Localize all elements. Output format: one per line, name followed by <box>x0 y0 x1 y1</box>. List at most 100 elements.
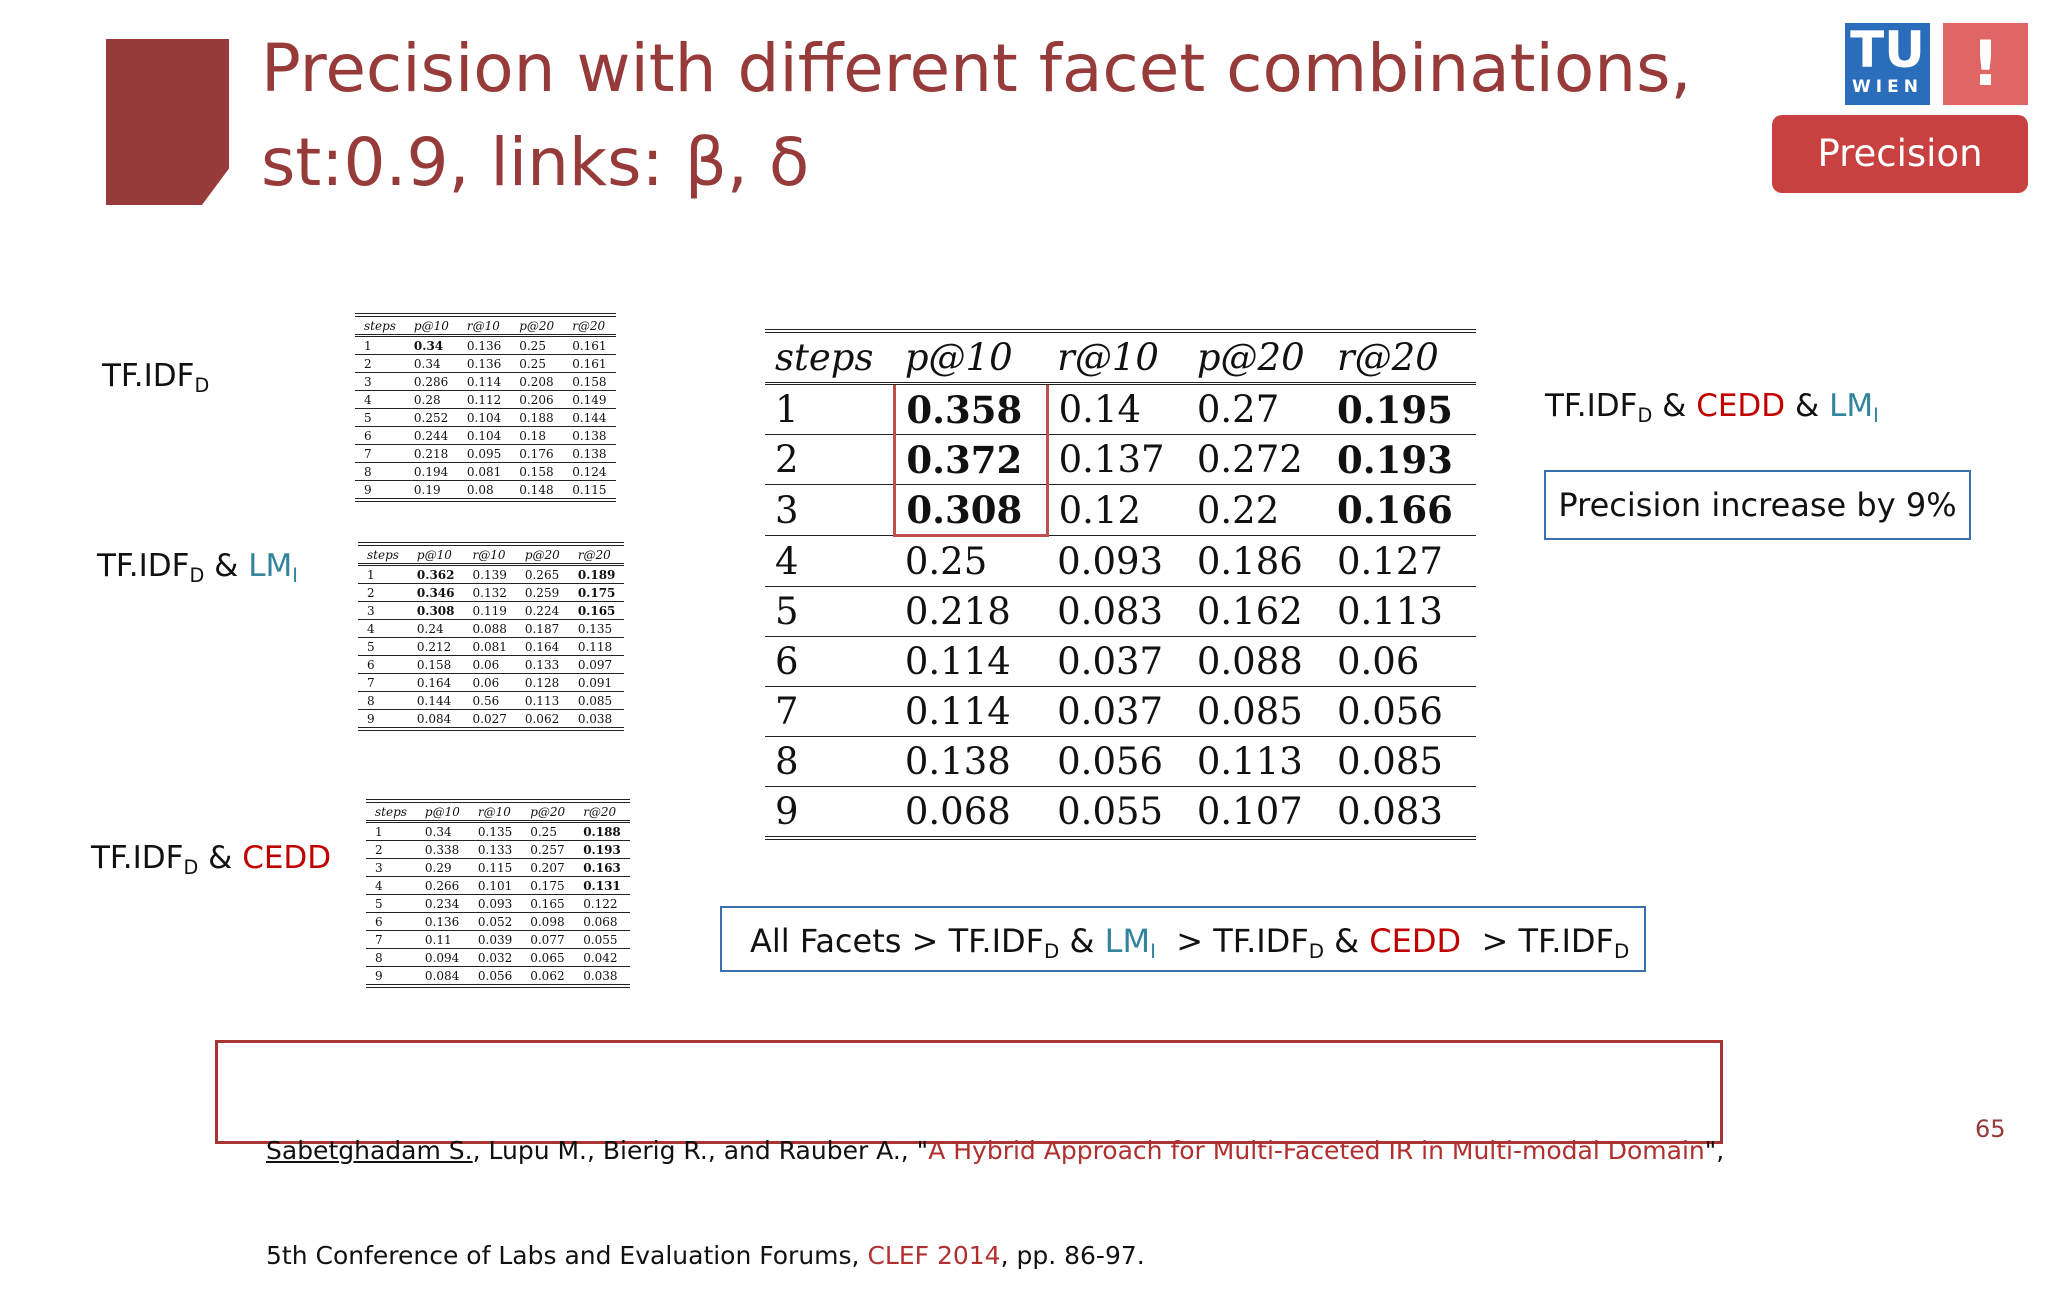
table-cell: 0.08 <box>457 480 511 500</box>
table-cell: 0.085 <box>568 691 625 710</box>
table-cell: 0.113 <box>515 691 569 710</box>
table-row: 2 0.34 0.136 0.25 0.161 <box>355 354 616 373</box>
table-cell: 8 <box>355 462 405 481</box>
table-cell: 0.193 <box>574 840 630 859</box>
text-segment: All Facets > <box>750 922 949 960</box>
header-cell: r@20 <box>568 544 625 566</box>
table-cell: 0.346 <box>407 583 464 602</box>
table-cell: 0.338 <box>415 840 469 859</box>
table-cell: 0.56 <box>463 691 516 710</box>
table-cell: 0.088 <box>1186 636 1327 687</box>
table-row: 1 0.34 0.136 0.25 0.161 <box>355 335 616 355</box>
logo-word: WIEN <box>1852 77 1923 97</box>
table-cell: 0.25 <box>521 821 575 841</box>
slide-title: Precision with different facet combinati… <box>261 22 1691 210</box>
table-cell: 7 <box>358 673 408 692</box>
table-cell: 0.068 <box>894 786 1048 838</box>
table-cell: 0.131 <box>574 876 630 895</box>
table-cell: 0.055 <box>574 930 630 949</box>
ranking-box: All Facets > TF.IDFD & LMI > TF.IDFD & C… <box>720 906 1646 972</box>
table-cell: 0.308 <box>407 601 464 620</box>
table-row: 4 0.25 0.093 0.186 0.127 <box>765 535 1476 587</box>
table-row: 8 0.194 0.081 0.158 0.124 <box>355 462 616 481</box>
table-row: 5 0.252 0.104 0.188 0.144 <box>355 408 616 427</box>
table-cell: 0.372 <box>893 434 1049 485</box>
table-cell: 0.027 <box>463 709 516 729</box>
table-cell: 0.265 <box>515 564 569 584</box>
header-cell: p@20 <box>510 315 564 337</box>
data-table: steps p@10 r@10 p@20 r@20 1 0.362 0.139 0.265 0.1… <box>358 542 625 731</box>
table-cell: 0.104 <box>457 426 511 445</box>
text-segment: ", <box>1704 1136 1725 1165</box>
table-cell: 0.081 <box>457 462 511 481</box>
table-cell: 0.06 <box>463 673 516 692</box>
table-cell: 0.212 <box>407 637 464 656</box>
table-cell: 0.138 <box>563 426 616 445</box>
table-cell: 0.208 <box>510 372 564 391</box>
table-row: 7 0.218 0.095 0.176 0.138 <box>355 444 616 463</box>
table-cell: 1 <box>366 821 416 841</box>
text-segment: CLEF 2014 <box>867 1241 1001 1270</box>
table-cell: 0.094 <box>415 948 469 967</box>
badge: Precision <box>1772 115 2028 193</box>
text-segment: , pp. 86-97. <box>1000 1241 1145 1270</box>
table-cell: 0.25 <box>894 535 1048 587</box>
table-cell: 0.128 <box>515 673 569 692</box>
table-cell: 0.091 <box>568 673 625 692</box>
table-cell: 0.188 <box>510 408 564 427</box>
text-segment: CEDD <box>1696 388 1786 424</box>
header-cell: r@10 <box>457 315 511 337</box>
table-cell: 5 <box>358 637 408 656</box>
table-cell: 0.257 <box>521 840 575 859</box>
table-cell: 0.138 <box>563 444 616 463</box>
text-segment: TF.IDF <box>91 840 184 876</box>
table-cell: 8 <box>366 948 416 967</box>
table-cell: 1 <box>358 564 408 584</box>
table-cell: 9 <box>355 480 405 500</box>
table-row: 9 0.084 0.027 0.062 0.038 <box>358 709 625 729</box>
table-cell: 0.135 <box>468 821 522 841</box>
table-cell: 0.056 <box>1047 736 1187 787</box>
table-cell: 0.083 <box>1047 586 1187 637</box>
table-row: 7 0.164 0.06 0.128 0.091 <box>358 673 625 692</box>
text-segment: I <box>292 563 298 587</box>
table-cell: 1 <box>765 383 895 435</box>
table-cell: 5 <box>765 586 895 637</box>
table-cell: 0.188 <box>574 821 630 841</box>
text-segment: > TF.IDF <box>1155 922 1309 960</box>
table-cell: 0.132 <box>463 583 516 602</box>
table-cell: 0.234 <box>415 894 469 913</box>
table-row: 3 0.308 0.12 0.22 0.166 <box>765 484 1476 537</box>
text-segment: D <box>183 855 199 879</box>
title-line: st:0.9, links: β, δ <box>261 124 810 201</box>
table-cell: 0.085 <box>1186 686 1327 737</box>
table-cell: 0.166 <box>1326 484 1476 536</box>
table-cell: 0.115 <box>563 480 616 500</box>
table-cell: 0.032 <box>468 948 522 967</box>
text-segment: LM <box>1829 388 1874 424</box>
table-cell: 0.158 <box>407 655 464 674</box>
header-cell: p@10 <box>407 544 464 566</box>
table-cell: 0.114 <box>457 372 511 391</box>
table-cell: 0.139 <box>463 564 516 584</box>
table-cell: 0.124 <box>563 462 616 481</box>
page-number: 65 <box>1975 1115 2006 1143</box>
text-segment: D <box>1613 939 1630 963</box>
text-segment: & <box>1652 388 1697 424</box>
header-cell: p@20 <box>1186 331 1327 385</box>
table-cell: 0.042 <box>574 948 630 967</box>
table-row: 2 0.372 0.137 0.272 0.193 <box>765 434 1476 485</box>
table: steps p@10 r@10 p@20 r@20 1 0.34 0.135 0.25 0.188… <box>366 799 630 988</box>
table-cell: 0.083 <box>1326 786 1476 838</box>
table-cell: 0.158 <box>563 372 616 391</box>
table-cell: 0.34 <box>404 335 458 355</box>
header-cell: r@10 <box>468 801 522 823</box>
table-cell: 0.362 <box>407 564 464 584</box>
table-cell: 0.29 <box>415 858 469 877</box>
table-cell: 2 <box>355 354 405 373</box>
table-row: 6 0.158 0.06 0.133 0.097 <box>358 655 625 674</box>
table-cell: 0.084 <box>415 966 469 986</box>
table-cell: 6 <box>355 426 405 445</box>
table-cell: 0.115 <box>468 858 522 877</box>
table-row: 8 0.094 0.032 0.065 0.042 <box>366 948 630 967</box>
